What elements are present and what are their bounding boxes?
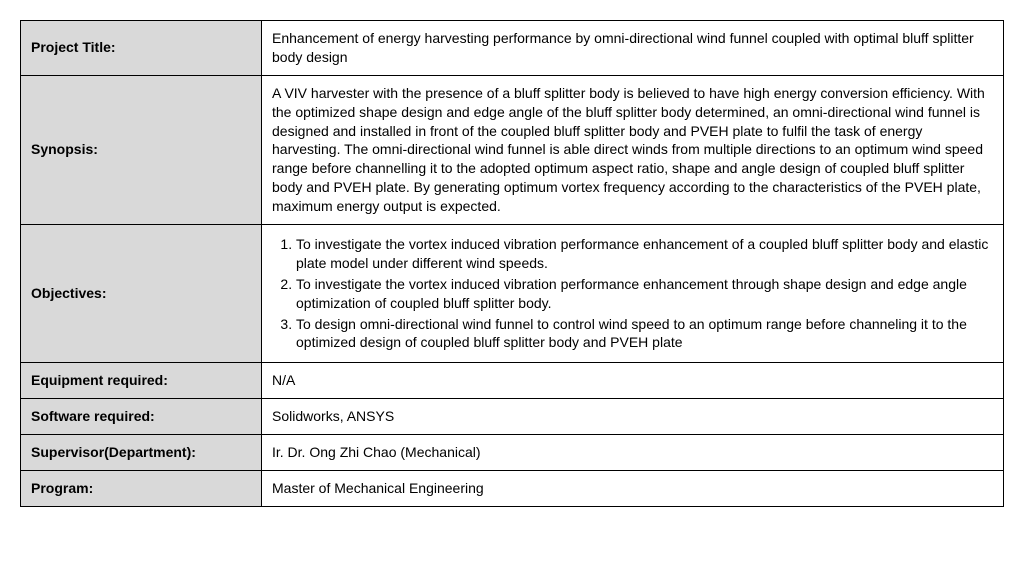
row-label: Project Title:	[21, 21, 262, 76]
table-row: Objectives: To investigate the vortex in…	[21, 225, 1004, 363]
objectives-list: To investigate the vortex induced vibrat…	[272, 235, 993, 352]
row-value: Enhancement of energy harvesting perform…	[262, 21, 1004, 76]
table-row: Program: Master of Mechanical Engineerin…	[21, 471, 1004, 507]
table-row: Synopsis: A VIV harvester with the prese…	[21, 75, 1004, 224]
list-item: To investigate the vortex induced vibrat…	[296, 235, 993, 273]
row-label: Objectives:	[21, 225, 262, 363]
project-table: Project Title: Enhancement of energy har…	[20, 20, 1004, 507]
list-item: To investigate the vortex induced vibrat…	[296, 275, 993, 313]
row-label: Software required:	[21, 399, 262, 435]
row-label: Program:	[21, 471, 262, 507]
row-value: To investigate the vortex induced vibrat…	[262, 225, 1004, 363]
row-value: N/A	[262, 363, 1004, 399]
table-row: Equipment required: N/A	[21, 363, 1004, 399]
row-label: Supervisor(Department):	[21, 435, 262, 471]
row-value: Master of Mechanical Engineering	[262, 471, 1004, 507]
row-value: Solidworks, ANSYS	[262, 399, 1004, 435]
row-label: Equipment required:	[21, 363, 262, 399]
list-item: To design omni-directional wind funnel t…	[296, 315, 993, 353]
row-value: Ir. Dr. Ong Zhi Chao (Mechanical)	[262, 435, 1004, 471]
table-row: Project Title: Enhancement of energy har…	[21, 21, 1004, 76]
table-row: Supervisor(Department): Ir. Dr. Ong Zhi …	[21, 435, 1004, 471]
row-value: A VIV harvester with the presence of a b…	[262, 75, 1004, 224]
table-row: Software required: Solidworks, ANSYS	[21, 399, 1004, 435]
row-label: Synopsis:	[21, 75, 262, 224]
